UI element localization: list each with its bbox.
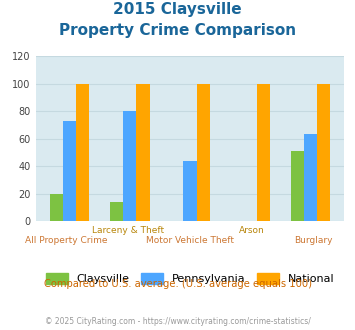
Bar [136, 83, 149, 221]
Bar [110, 202, 123, 221]
Text: 2015 Claysville: 2015 Claysville [113, 2, 242, 16]
Text: Motor Vehicle Theft: Motor Vehicle Theft [146, 236, 234, 245]
Bar [304, 134, 317, 221]
Bar [257, 83, 270, 221]
Bar [50, 194, 63, 221]
Text: © 2025 CityRating.com - https://www.cityrating.com/crime-statistics/: © 2025 CityRating.com - https://www.city… [45, 317, 310, 326]
Bar [123, 111, 136, 221]
Bar [76, 83, 89, 221]
Bar [290, 151, 304, 221]
Legend: Claysville, Pennsylvania, National: Claysville, Pennsylvania, National [45, 273, 334, 284]
Text: Burglary: Burglary [294, 236, 333, 245]
Text: Larceny & Theft: Larceny & Theft [92, 226, 164, 235]
Bar [63, 121, 76, 221]
Text: Compared to U.S. average. (U.S. average equals 100): Compared to U.S. average. (U.S. average … [44, 279, 311, 289]
Bar [317, 83, 330, 221]
Bar [197, 83, 210, 221]
Text: All Property Crime: All Property Crime [25, 236, 108, 245]
Text: Arson: Arson [239, 226, 264, 235]
Text: Property Crime Comparison: Property Crime Comparison [59, 23, 296, 38]
Bar [183, 161, 197, 221]
